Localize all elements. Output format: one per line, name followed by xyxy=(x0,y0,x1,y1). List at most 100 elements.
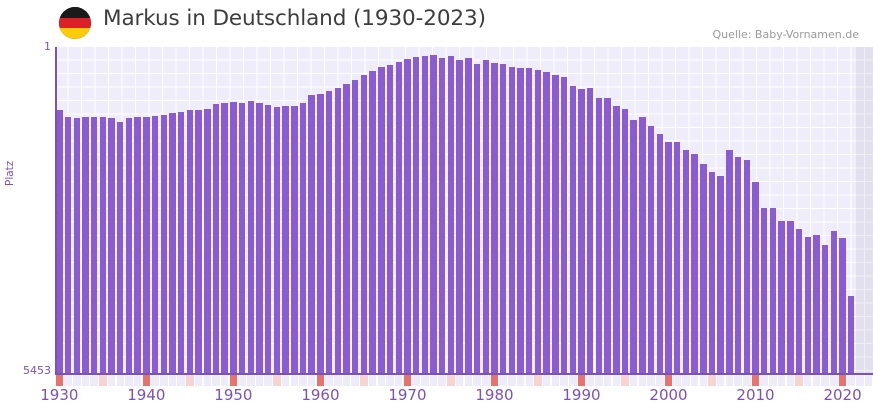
x-axis-tick xyxy=(621,375,629,386)
x-axis-tick xyxy=(847,375,855,386)
bar xyxy=(613,106,620,374)
bar xyxy=(621,109,629,374)
bar xyxy=(569,86,576,374)
x-axis-tick xyxy=(264,375,272,386)
x-axis-tick xyxy=(830,375,838,386)
bar xyxy=(282,106,289,374)
x-axis-tick xyxy=(403,375,412,386)
flag-band-black xyxy=(59,7,91,18)
x-axis-tick xyxy=(708,375,716,386)
x-axis-label: 1950 xyxy=(214,386,253,404)
bar xyxy=(108,118,115,374)
bar xyxy=(160,115,167,374)
bar xyxy=(256,103,263,374)
bar xyxy=(761,208,768,374)
bar xyxy=(230,102,237,374)
x-axis-tick xyxy=(255,375,264,386)
x-axis-tick xyxy=(786,375,795,386)
bar xyxy=(125,118,133,374)
x-axis-tick xyxy=(229,375,238,386)
y-axis-line xyxy=(55,47,57,374)
bar xyxy=(813,235,820,374)
bar xyxy=(578,89,585,374)
x-axis-tick xyxy=(273,375,281,386)
x-axis-tick xyxy=(673,375,681,386)
x-axis-tick xyxy=(664,375,673,386)
bar xyxy=(143,117,150,374)
bar xyxy=(560,77,568,374)
x-axis-tick xyxy=(734,375,742,386)
x-axis-tick xyxy=(125,375,133,386)
x-axis-tick xyxy=(316,375,325,386)
x-axis-tick xyxy=(743,375,751,386)
x-axis-tick xyxy=(864,375,873,386)
x-axis-tick xyxy=(220,375,229,386)
x-axis-tick xyxy=(490,375,499,386)
bar xyxy=(691,154,698,374)
x-axis-label: 1980 xyxy=(475,386,514,404)
x-axis-tick xyxy=(525,375,533,386)
bar xyxy=(299,103,307,374)
x-axis-tick xyxy=(455,375,464,386)
bar xyxy=(186,110,194,374)
source-attribution: Quelle: Baby-Vornamen.de xyxy=(712,28,859,41)
x-axis-tick xyxy=(516,375,525,386)
bar xyxy=(325,91,333,374)
bar xyxy=(151,116,159,374)
bar xyxy=(473,64,481,374)
x-axis-tick xyxy=(290,375,299,386)
bar xyxy=(177,112,185,374)
x-axis-tick-strip xyxy=(55,375,873,386)
x-axis-tick xyxy=(351,375,359,386)
x-axis-label: 2020 xyxy=(823,386,862,404)
x-axis-tick xyxy=(64,375,72,386)
x-axis-tick xyxy=(656,375,664,386)
x-axis-tick xyxy=(716,375,725,386)
x-axis-tick xyxy=(116,375,124,386)
bar xyxy=(90,117,98,374)
bar xyxy=(117,122,124,374)
bar xyxy=(421,56,429,374)
x-axis-tick xyxy=(394,375,403,386)
bar xyxy=(360,75,368,374)
bar xyxy=(552,75,559,374)
x-axis-tick xyxy=(203,375,212,386)
bar xyxy=(821,245,829,374)
x-axis-tick xyxy=(107,375,116,386)
bar xyxy=(752,182,759,374)
x-axis-tick xyxy=(560,375,568,386)
bar xyxy=(395,62,402,374)
x-axis-tick xyxy=(412,375,420,386)
bar xyxy=(465,58,472,374)
bar xyxy=(291,106,298,374)
german-flag-icon xyxy=(59,7,91,39)
x-axis-tick xyxy=(464,375,473,386)
bar xyxy=(717,176,724,374)
x-axis-tick xyxy=(307,375,316,386)
bar xyxy=(526,68,533,374)
x-axis-tick xyxy=(238,375,246,386)
x-axis-tick xyxy=(160,375,168,386)
x-axis-tick xyxy=(603,375,612,386)
bar xyxy=(404,59,411,374)
x-axis-tick xyxy=(151,375,159,386)
x-axis-tick xyxy=(299,375,307,386)
bar xyxy=(308,95,315,374)
x-axis-tick xyxy=(55,375,64,386)
x-axis-tick xyxy=(99,375,107,386)
bar xyxy=(273,107,281,374)
x-axis-tick xyxy=(133,375,142,386)
bar xyxy=(665,142,672,374)
bar xyxy=(73,118,80,374)
bar xyxy=(334,88,342,374)
x-axis-tick xyxy=(482,375,490,386)
x-axis-tick xyxy=(638,375,647,386)
x-axis-tick xyxy=(586,375,594,386)
x-axis-tick xyxy=(377,375,386,386)
x-axis-tick xyxy=(551,375,560,386)
x-axis-tick xyxy=(421,375,429,386)
bar xyxy=(221,103,228,374)
x-axis-tick xyxy=(542,375,551,386)
y-axis-title: Platz xyxy=(4,160,16,186)
